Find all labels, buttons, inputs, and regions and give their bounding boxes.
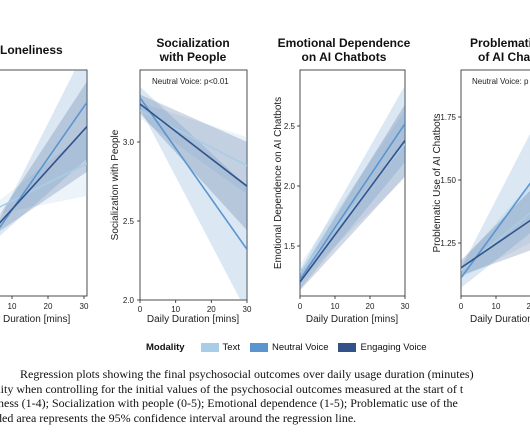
x-tick-label: 20 [366, 302, 375, 311]
regression-line-engaging-voice [461, 219, 530, 269]
regression-line-engaging-voice [0, 125, 87, 224]
regression-line-text [140, 109, 247, 167]
panel-problematic-use: Problematic of AI Chatbots Neutral Voice… [432, 36, 530, 325]
y-tick-label: 1.5 [284, 242, 296, 251]
ci-band-neutral-voice [461, 133, 530, 288]
panel-title: with People [159, 50, 227, 64]
figure-caption: Regression plots showing the final psych… [0, 367, 530, 425]
legend-label: Neutral Voice [271, 341, 329, 353]
plot-area [299, 69, 406, 297]
y-axis-label: Problematic Use of AI Chatbots [432, 114, 443, 253]
panel-title: of AI Chatbots [478, 50, 530, 64]
caption-line: odality when controlling for the initial… [0, 381, 464, 396]
series-layer [461, 133, 530, 288]
legend-swatch [338, 342, 357, 352]
legend: Modality Text Neutral Voice Engaging Voi… [146, 340, 437, 354]
ci-band-neutral-voice [140, 86, 247, 300]
x-tick-label: 10 [171, 305, 180, 314]
plot-area [139, 69, 248, 301]
panel-loneliness: Loneliness 10 20 30 Daily Duration [mins… [0, 43, 89, 325]
y-tick-label: 2.5 [123, 217, 135, 226]
panel-socialization: Socialization with People Neutral Voice:… [110, 36, 252, 325]
regression-line-text [300, 143, 405, 273]
regression-line-neutral-voice [300, 123, 405, 281]
significance-annotation: Neutral Voice: p<0.01 [152, 77, 229, 86]
series-layer [300, 85, 405, 291]
ci-band-text [0, 131, 87, 214]
y-tick-label: 3.0 [123, 138, 135, 147]
panel-emotional-dependence: Emotional Dependence on AI Chatbots 2.5 … [273, 36, 411, 325]
x-tick-label: 10 [8, 302, 17, 311]
x-tick-label: 20 [44, 302, 53, 311]
legend-item-engaging-voice: Engaging Voice [338, 341, 427, 353]
y-axis-label: Emotional Dependence on AI Chatbots [273, 97, 284, 269]
y-tick-label: 2.0 [284, 182, 296, 191]
y-tick-label: 1.75 [440, 113, 456, 122]
panel-title: Loneliness [0, 43, 63, 57]
caption-line: Regression plots showing the final psych… [20, 367, 474, 381]
y-tick-label: 1.25 [440, 239, 456, 248]
y-tick-label: 2.5 [284, 122, 296, 131]
x-tick-label: 30 [243, 305, 252, 314]
ci-band-neutral-voice [0, 70, 87, 236]
regression-line-neutral-voice [461, 182, 530, 279]
series-layer [0, 70, 87, 236]
x-tick-label: 0 [298, 302, 303, 311]
y-tick-label: 2.0 [123, 296, 135, 305]
regression-figure: Loneliness 10 20 30 Daily Duration [mins… [0, 36, 530, 325]
panel-title: Socialization [156, 36, 229, 50]
x-tick-label: 30 [80, 302, 89, 311]
x-tick-label: 20 [207, 305, 216, 314]
ci-band-neutral-voice [300, 85, 405, 290]
caption-line: shaded area represents the 95% confidenc… [0, 410, 357, 425]
x-tick-label: 10 [492, 302, 501, 311]
x-tick-label: 0 [138, 305, 143, 314]
ci-band-engaging-voice [300, 104, 405, 291]
legend-swatch [200, 342, 219, 352]
series-layer [140, 86, 247, 300]
x-axis-label: Daily Duration [mins] [147, 314, 239, 325]
legend-label: Engaging Voice [360, 341, 427, 353]
caption-line: neliness (1-4); Socialization with peopl… [0, 396, 458, 410]
x-tick-label: 30 [401, 302, 410, 311]
panel-title: on AI Chatbots [302, 50, 387, 64]
panel-title: Emotional Dependence [278, 36, 411, 50]
legend-swatch [249, 342, 268, 352]
legend-item-text: Text [200, 341, 240, 353]
legend-title: Modality [146, 341, 185, 353]
plot-area [0, 69, 88, 297]
regression-line-text [0, 162, 87, 208]
regression-line-engaging-voice [300, 139, 405, 283]
x-axis-label: Daily Duration [mins] [470, 314, 530, 325]
ci-band-engaging-voice [140, 94, 247, 231]
x-tick-label: 0 [459, 302, 464, 311]
plot-area [460, 69, 530, 297]
regression-line-neutral-voice [140, 97, 247, 250]
y-axis-label: Socialization with People [110, 129, 121, 240]
x-axis-label: Daily Duration [mins] [306, 314, 398, 325]
x-tick-label: 20 [527, 302, 530, 311]
regression-line-engaging-voice [140, 103, 247, 187]
panel-title: Problematic [470, 36, 530, 50]
ci-band-text [300, 110, 405, 281]
y-tick-label: 1.50 [440, 176, 456, 185]
x-tick-label: 10 [331, 302, 340, 311]
legend-item-neutral-voice: Neutral Voice [249, 341, 329, 353]
significance-annotation: Neutral Voice: p [472, 77, 529, 86]
ci-band-engaging-voice [0, 81, 87, 231]
x-axis-label: Daily Duration [mins] [0, 314, 70, 325]
legend-label: Text [222, 341, 240, 353]
